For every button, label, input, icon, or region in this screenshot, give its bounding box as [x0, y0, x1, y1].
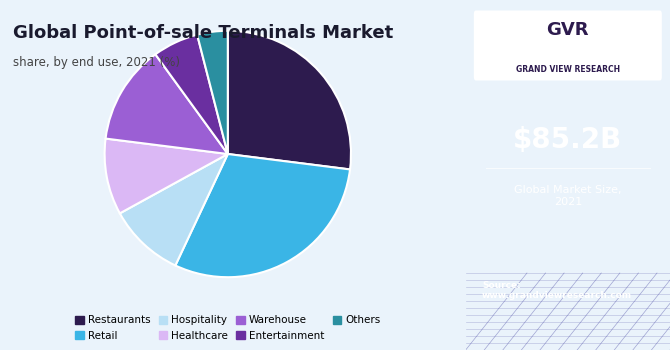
Text: Global Point-of-sale Terminals Market: Global Point-of-sale Terminals Market	[13, 25, 394, 42]
Text: Global Market Size,
2021: Global Market Size, 2021	[514, 185, 622, 207]
FancyBboxPatch shape	[474, 10, 662, 80]
Wedge shape	[176, 154, 350, 277]
Legend: Restaurants, Retail, Hospitality, Healthcare, Warehouse, Entertainment, Others: Restaurants, Retail, Hospitality, Health…	[71, 311, 385, 345]
Text: share, by end use, 2021 (%): share, by end use, 2021 (%)	[13, 56, 180, 69]
Text: $85.2B: $85.2B	[513, 126, 622, 154]
Text: GVR: GVR	[547, 21, 589, 39]
Text: GRAND VIEW RESEARCH: GRAND VIEW RESEARCH	[516, 65, 620, 75]
Wedge shape	[105, 139, 228, 214]
Wedge shape	[120, 154, 228, 265]
Wedge shape	[106, 54, 228, 154]
Wedge shape	[155, 35, 228, 154]
Wedge shape	[228, 31, 351, 169]
Wedge shape	[197, 31, 228, 154]
Text: Source:
www.grandviewresearch.com: Source: www.grandviewresearch.com	[482, 281, 632, 300]
